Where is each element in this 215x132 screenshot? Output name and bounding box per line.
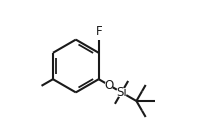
Ellipse shape xyxy=(105,81,113,89)
Ellipse shape xyxy=(117,88,126,97)
Text: O: O xyxy=(104,79,114,92)
Text: F: F xyxy=(96,25,103,38)
Text: Si: Si xyxy=(116,86,127,99)
